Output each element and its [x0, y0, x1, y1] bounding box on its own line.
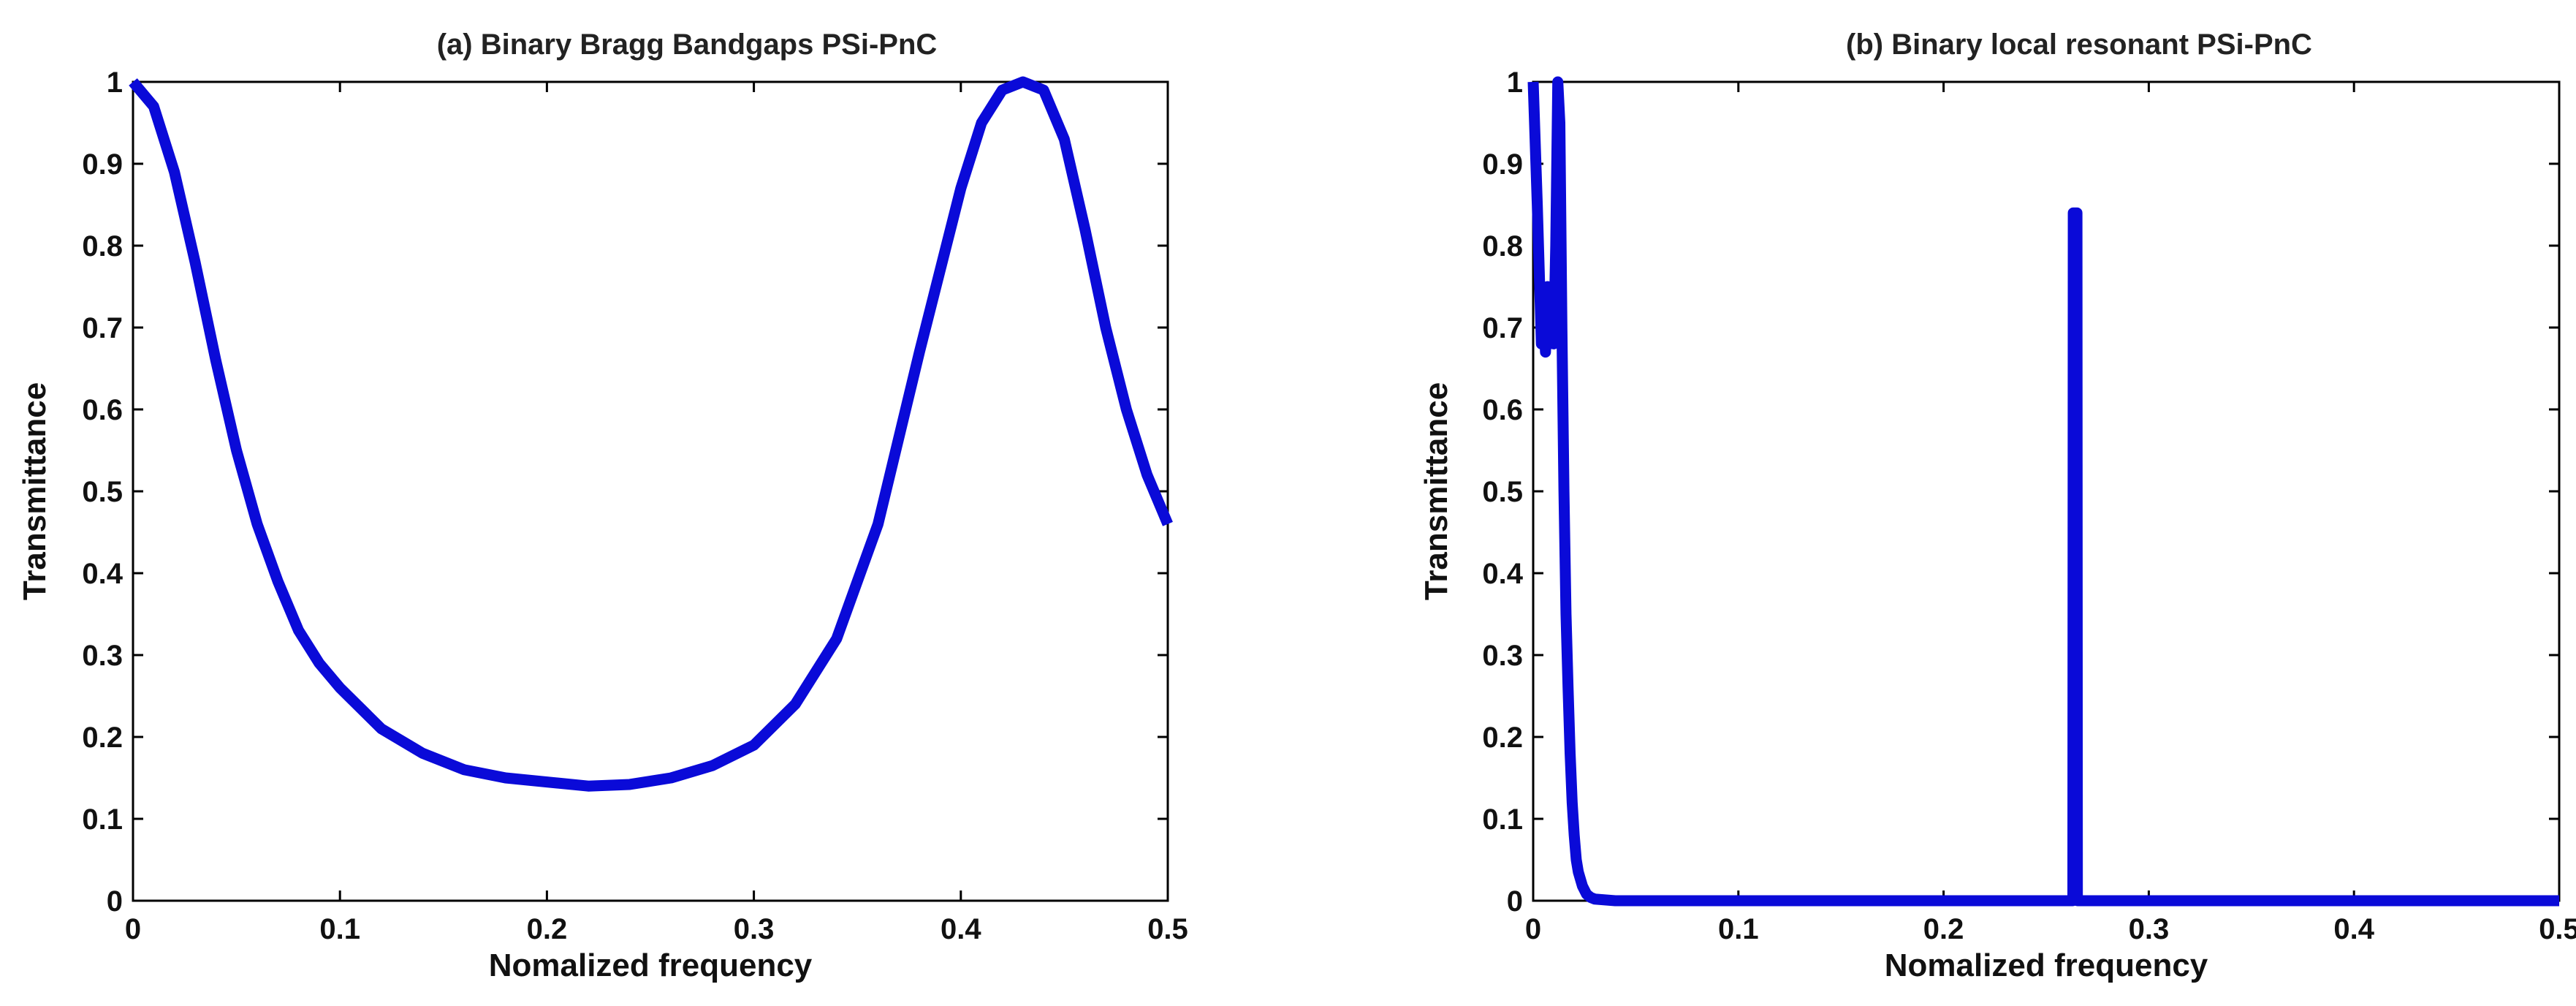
panel-b-x-axis-label: Nomalized frequency — [1885, 948, 2208, 983]
panel-b-x-tick-label: 0.3 — [2129, 913, 2170, 945]
panel-a-title: (a) Binary Bragg Bandgaps PSi-PnC — [437, 29, 938, 61]
panel-a-x-tick-label: 0.2 — [527, 913, 568, 945]
panel-b-x-tick-label: 0.1 — [1718, 913, 1759, 945]
panel-a-y-tick-label: 1 — [107, 67, 123, 99]
panel-a-y-tick-label: 0.1 — [82, 803, 123, 836]
panel-a-y-ticks: 0 0.1 0.2 0.3 0.4 0.5 0.6 0.7 0.8 0.9 1 — [82, 67, 1168, 918]
panel-a-y-tick-label: 0.2 — [82, 722, 123, 754]
panel-a-y-tick-label: 0.9 — [82, 148, 123, 181]
panel-a: (a) Binary Bragg Bandgaps PSi-PnC 0 0.1 0.… — [17, 29, 1188, 983]
panel-b-y-tick-label: 0.3 — [1482, 640, 1523, 672]
panel-a-y-tick-label: 0.5 — [82, 476, 123, 508]
panel-b-y-tick-label: 1 — [1507, 67, 1523, 99]
panel-b-y-tick-label: 0 — [1507, 885, 1523, 918]
panel-a-y-tick-label: 0.6 — [82, 394, 123, 426]
panel-b-title: (b) Binary local resonant PSi-PnC — [1846, 29, 2312, 61]
panel-b-y-tick-label: 0.6 — [1482, 394, 1523, 426]
panel-b-y-tick-label: 0.7 — [1482, 312, 1523, 344]
panel-a-x-ticks: 0 0.1 0.2 0.3 0.4 0.5 — [125, 82, 1188, 945]
panel-b-y-ticks: 0 0.1 0.2 0.3 0.4 0.5 0.6 0.7 0.8 0.9 1 — [1482, 67, 2559, 918]
panel-b-x-tick-label: 0 — [1525, 913, 1541, 945]
panel-a-x-tick-label: 0.1 — [319, 913, 360, 945]
panel-b-plot-frame — [1532, 80, 2561, 902]
panel-b-y-tick-label: 0.5 — [1482, 476, 1523, 508]
panel-a-x-tick-label: 0.3 — [734, 913, 775, 945]
panel-a-y-tick-label: 0.4 — [82, 558, 123, 590]
panel-b-y-tick-label: 0.4 — [1482, 558, 1523, 590]
panel-a-x-tick-label: 0.4 — [941, 913, 981, 945]
panel-b-y-tick-label: 0.2 — [1482, 722, 1523, 754]
panel-a-y-tick-label: 0.7 — [82, 312, 123, 344]
panel-b-x-ticks: 0 0.1 0.2 0.3 0.4 0.5 — [1525, 82, 2576, 945]
panel-b-y-axis-label: Transmittance — [1418, 382, 1454, 600]
panel-a-x-axis-label: Nomalized frequency — [489, 948, 813, 983]
panel-a-y-tick-label: 0.8 — [82, 230, 123, 262]
panel-b: (b) Binary local resonant PSi-PnC 0 0.1 0.… — [1418, 29, 2576, 983]
panel-b-y-tick-label: 0.8 — [1482, 230, 1523, 262]
panel-a-y-axis-label: Transmittance — [17, 382, 53, 600]
panel-b-y-tick-label: 0.9 — [1482, 148, 1523, 181]
panel-b-y-tick-label: 0.1 — [1482, 803, 1523, 836]
panel-a-x-tick-label: 0 — [125, 913, 141, 945]
panel-a-series-line — [129, 76, 1173, 792]
panel-a-y-tick-label: 0.3 — [82, 640, 123, 672]
panel-b-x-tick-label: 0.2 — [1923, 913, 1964, 945]
panel-b-series-line — [1527, 76, 2559, 907]
panel-a-y-tick-label: 0 — [107, 885, 123, 918]
panel-b-x-tick-label: 0.5 — [2539, 913, 2576, 945]
panel-a-x-tick-label: 0.5 — [1147, 913, 1188, 945]
panel-b-x-tick-label: 0.4 — [2333, 913, 2374, 945]
